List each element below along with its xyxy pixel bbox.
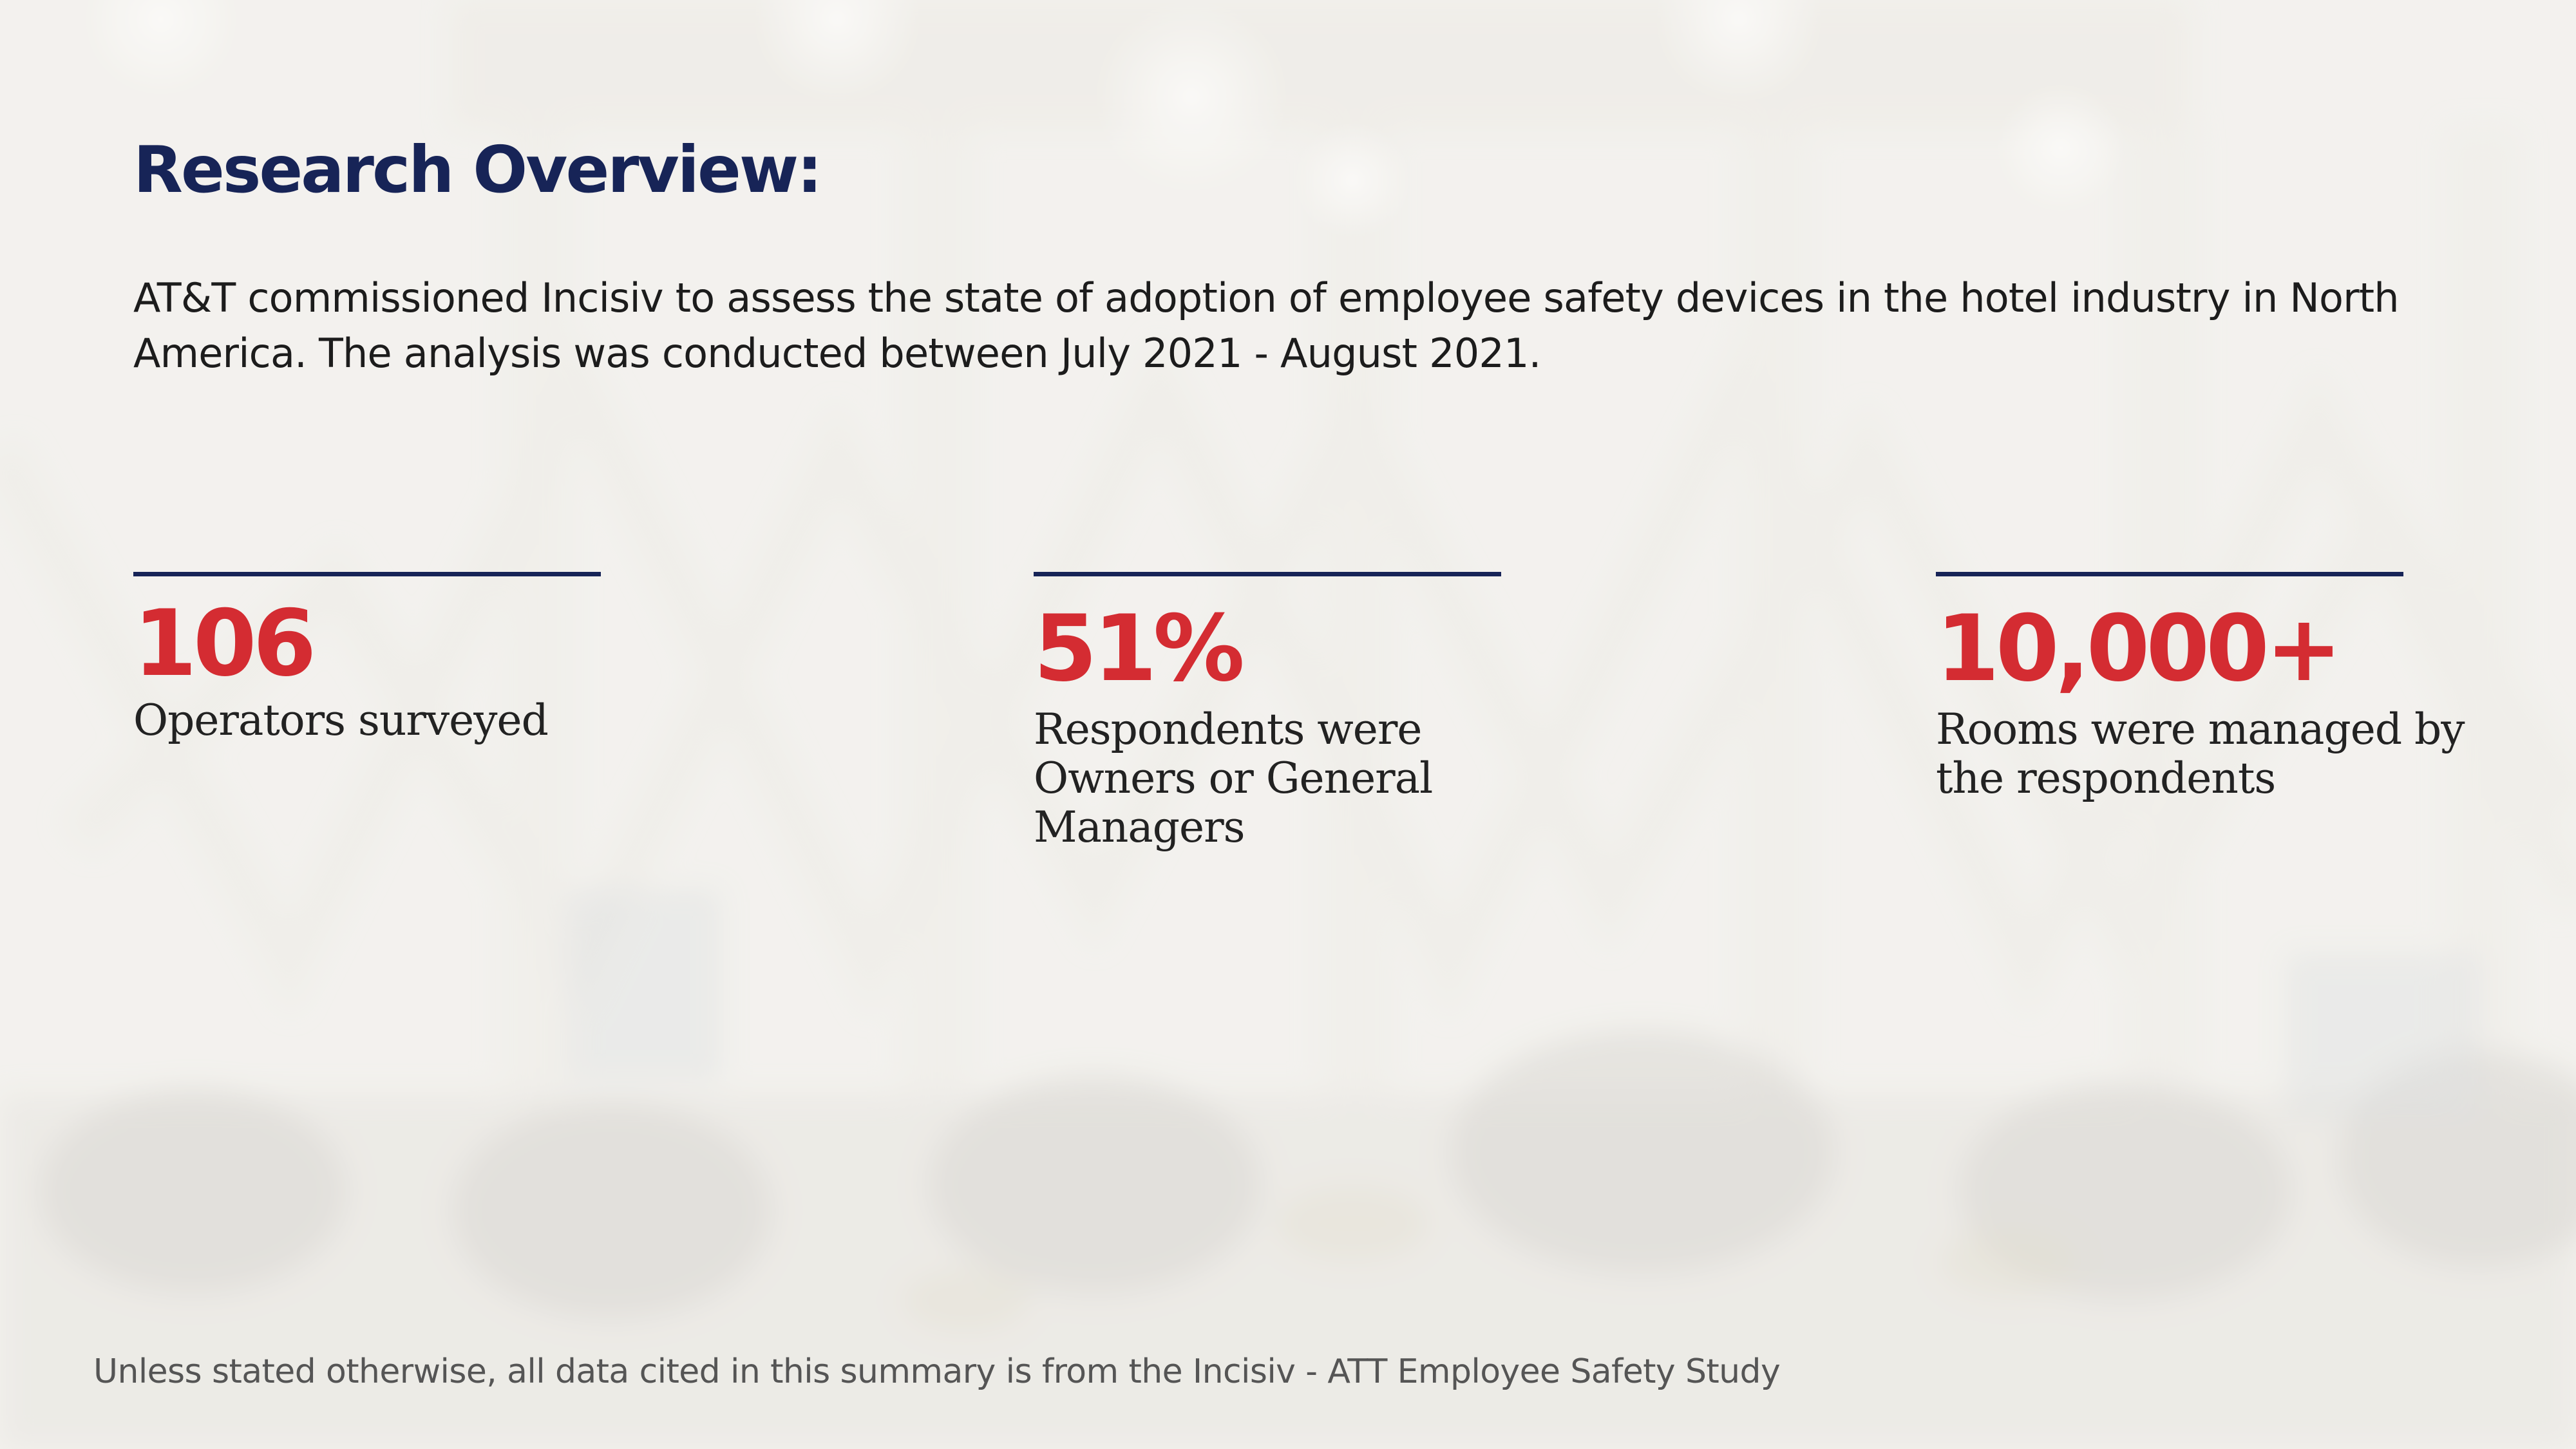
stat-operators: 106 Operators surveyed xyxy=(133,572,610,745)
stat-value: 106 xyxy=(133,591,316,697)
stat-divider xyxy=(133,572,601,576)
stat-value: 51% xyxy=(1034,596,1245,702)
stat-divider xyxy=(1034,572,1501,576)
intro-paragraph: AT&T commissioned Incisiv to assess the … xyxy=(133,274,2400,377)
stat-respondents: 51% Respondents were Owners or General M… xyxy=(1034,572,1510,852)
stat-rooms: 10,000+ Rooms were managed by the respon… xyxy=(1936,572,2465,803)
stat-label: Operators surveyed xyxy=(133,696,549,745)
stat-value: 10,000+ xyxy=(1936,596,2342,702)
stat-divider xyxy=(1936,572,2403,576)
slide-title: Research Overview: xyxy=(133,132,822,207)
footnote: Unless stated otherwise, all data cited … xyxy=(93,1352,1781,1391)
stat-label: Respondents were Owners or General Manag… xyxy=(1034,705,1433,852)
stat-label: Rooms were managed by the respondents xyxy=(1936,705,2465,803)
